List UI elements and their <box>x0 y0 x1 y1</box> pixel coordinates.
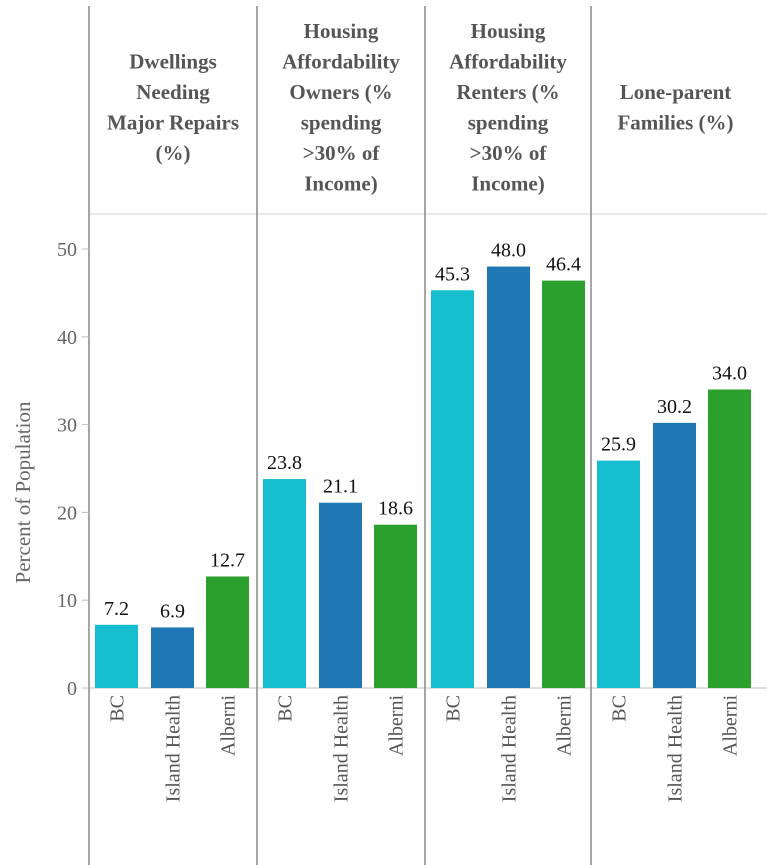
category-label: Island Health <box>665 695 687 802</box>
category-labels: BC Island Health Alberni BC Island Health Alb… <box>107 695 742 803</box>
value-label: 34.0 <box>712 362 747 384</box>
value-label: 12.7 <box>210 549 245 571</box>
panel-title-line: Income) <box>471 171 544 195</box>
value-label: 48.0 <box>491 240 526 262</box>
panel-title-line: Needing <box>136 80 210 104</box>
category-label: Island Health <box>331 695 353 802</box>
panel-title-line: Housing <box>304 19 379 43</box>
value-label: 45.3 <box>435 263 470 285</box>
bar <box>319 502 362 688</box>
category-label: BC <box>275 695 297 722</box>
category-label: Island Health <box>163 695 185 802</box>
bar <box>708 389 751 688</box>
category-label: Alberni <box>386 695 408 757</box>
panel-title-line: spending <box>468 110 549 134</box>
category-label: BC <box>443 695 465 722</box>
panel-title-line: Families (%) <box>617 110 733 134</box>
bar <box>263 479 306 688</box>
panel-titles: Dwellings Needing Major Repairs (%) Housing A… <box>107 19 734 196</box>
y-tick-label: 10 <box>57 590 77 612</box>
value-label: 7.2 <box>104 598 129 620</box>
y-tick-label: 0 <box>67 678 77 700</box>
y-axis: 0 10 20 30 40 50 Percent of Population <box>11 239 89 700</box>
panel-title-line: Income) <box>304 171 377 195</box>
category-label: Alberni <box>218 695 240 757</box>
panel-title-line: Lone-parent <box>620 80 732 104</box>
y-tick-label: 50 <box>57 239 77 261</box>
value-label: 23.8 <box>267 452 302 474</box>
category-label: Alberni <box>720 695 742 757</box>
value-label: 18.6 <box>378 498 413 520</box>
value-label: 25.9 <box>601 434 636 456</box>
category-label: Island Health <box>499 695 521 802</box>
y-tick-label: 30 <box>57 415 77 437</box>
category-label: BC <box>107 695 129 722</box>
value-label: 46.4 <box>546 254 581 276</box>
panel-title-line: >30% of <box>470 141 548 165</box>
bar <box>431 290 474 688</box>
bar <box>95 624 138 688</box>
bar <box>487 266 530 688</box>
panel-title-line: Housing <box>471 19 546 43</box>
bar <box>374 524 417 688</box>
value-label: 6.9 <box>160 600 185 622</box>
category-label: BC <box>609 695 631 722</box>
bars <box>95 266 751 688</box>
panel-title-line: (%) <box>156 141 191 165</box>
panel-title-line: Affordability <box>282 49 400 73</box>
y-axis-label: Percent of Population <box>11 401 35 583</box>
bar <box>151 627 194 688</box>
panel-title-line: Major Repairs <box>107 110 239 134</box>
value-label: 30.2 <box>657 396 692 418</box>
panel-title-line: Renters (% <box>456 80 559 104</box>
value-label: 21.1 <box>323 476 358 498</box>
bar <box>653 422 696 688</box>
panel-title-line: Dwellings <box>129 49 217 73</box>
bar <box>542 280 585 688</box>
value-labels: 7.2 6.9 12.7 23.8 21.1 18.6 45.3 48.0 46.4 25.9 30… <box>104 240 747 623</box>
panel-title-line: Affordability <box>449 49 567 73</box>
chart-frame <box>83 6 767 865</box>
category-label: Alberni <box>554 695 576 757</box>
bar <box>597 460 640 688</box>
panel-title-line: Owners (% <box>289 80 392 104</box>
y-tick-label: 20 <box>57 502 77 524</box>
y-tick-label: 40 <box>57 327 77 349</box>
bar <box>206 576 249 688</box>
panel-title-line: >30% of <box>303 141 381 165</box>
panel-title-line: spending <box>301 110 382 134</box>
